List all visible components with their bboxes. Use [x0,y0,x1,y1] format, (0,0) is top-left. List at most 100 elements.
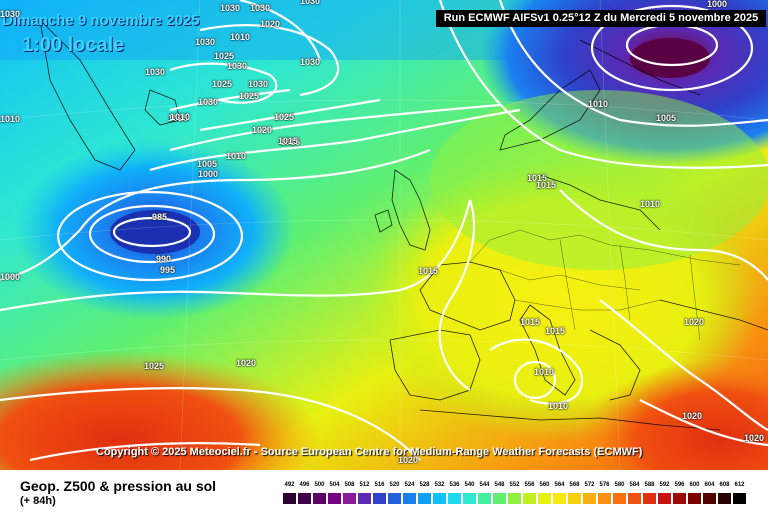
isobar-label: 990 [156,254,172,264]
legend-tick-label: 532 [434,482,445,488]
isobar-label: 1025 [144,361,165,371]
legend-swatch [718,493,731,504]
legend-tick-label: 564 [554,482,565,488]
footer-bar [0,470,768,512]
legend-swatch [733,493,746,504]
isobar-label: 1030 [0,9,21,19]
legend-tick-label: 544 [479,482,490,488]
isobar-label: 1015 [418,266,439,276]
copyright-notice: Copyright © 2025 Meteociel.fr - Source E… [96,446,643,458]
legend-swatch [343,493,356,504]
isobar-label: 995 [160,265,176,275]
legend-swatch [688,493,701,504]
isobar-label: 1020 [236,358,257,368]
legend-swatch [283,493,296,504]
isobar-label: 1025 [214,51,235,61]
legend-swatch [673,493,686,504]
legend-tick-label: 536 [449,482,460,488]
isobar-label: 1030 [250,3,271,13]
legend-tick-label: 580 [614,482,625,488]
legend-tick-label: 592 [659,482,670,488]
legend-swatch [298,493,311,504]
isobar-label: 1025 [239,91,260,101]
z500-color-legend: 492 496 500 504 508 512 516 520 524 528 532 536 540 5… [283,479,753,507]
isobar-label: 1010 [0,114,21,124]
isobar-label: 1000 [198,169,219,179]
legend-tick-label: 568 [569,482,580,488]
product-title: Geop. Z500 & pression au sol [20,478,217,494]
isobar-label: 1020 [252,125,273,135]
legend-tick-label: 496 [299,482,310,488]
weather-map [0,0,768,470]
isobar-label: 1025 [168,113,189,123]
run-info-banner: Run ECMWF AIFSv1 0.25°12 Z du Mercredi 5… [436,10,766,27]
isobar-label: 1010 [548,401,569,411]
isobar-label: 1030 [195,37,216,47]
isobar-label: 1025 [274,112,295,122]
isobar-label: 1010 [640,199,661,209]
isobar-label: 1020 [684,317,705,327]
isobar-label: 1025 [212,79,233,89]
legend-tick-label: 508 [344,482,355,488]
coastlines [39,18,768,431]
legend-swatch [358,493,371,504]
isobar-label: 1030 [227,61,248,71]
legend-tick-label: 540 [464,482,475,488]
isobar-label: 1020 [682,411,703,421]
legend-tick-label: 608 [719,482,730,488]
isobar-label: 1020 [260,19,281,29]
legend-swatch [538,493,551,504]
legend-swatch [433,493,446,504]
isobar-label: 1020 [744,433,765,443]
isobar-label: 1030 [300,57,321,67]
isobar-label: 1030 [145,67,166,77]
legend-tick-label: 552 [509,482,520,488]
isobar-label: 1030 [248,79,269,89]
isobar-label: 985 [152,212,168,222]
legend-tick-label: 588 [644,482,655,488]
z500-south-high [0,350,320,470]
legend-tick-label: 516 [374,482,385,488]
legend-swatch [373,493,386,504]
isobar-label: 1030 [300,0,321,6]
isobar-label: 1015 [545,326,566,336]
legend-swatch [463,493,476,504]
forecast-time: 1:00 locale [22,34,125,56]
legend-tick-label: 584 [629,482,640,488]
country-borders [469,229,741,341]
legend-swatch [643,493,656,504]
legend-tick-label: 572 [584,482,595,488]
legend-tick-label: 600 [689,482,700,488]
legend-swatch [493,493,506,504]
isobar-label: 1010 [588,99,609,109]
legend-tick-label: 576 [599,482,610,488]
legend-swatch [658,493,671,504]
isobar-label: 1020 [398,455,419,465]
legend-swatch [448,493,461,504]
legend-swatch [628,493,641,504]
legend-tick-label: 596 [674,482,685,488]
legend-tick-label: 560 [539,482,550,488]
lead-time: (+ 84h) [20,495,56,507]
legend-tick-label: 512 [359,482,370,488]
isobar-label: 1000 [707,0,728,9]
isobar-label: 1030 [198,97,219,107]
legend-swatch [553,493,566,504]
isobar-label: 1015 [280,137,301,147]
isobar-label: 1010 [170,112,191,122]
legend-tick-label: 556 [524,482,535,488]
isobar-label: 1015 [527,173,548,183]
legend-tick-label: 612 [734,482,745,488]
isobar-label: 1000 [0,272,21,282]
legend-swatch [403,493,416,504]
legend-swatch [703,493,716,504]
legend-swatch [583,493,596,504]
isobar-label: 1015 [536,180,557,190]
isobar-label: 1005 [656,113,677,123]
legend-swatch [598,493,611,504]
legend-swatch [328,493,341,504]
legend-tick-label: 504 [329,482,340,488]
legend-tick-label: 524 [404,482,415,488]
legend-tick-label: 492 [284,482,295,488]
